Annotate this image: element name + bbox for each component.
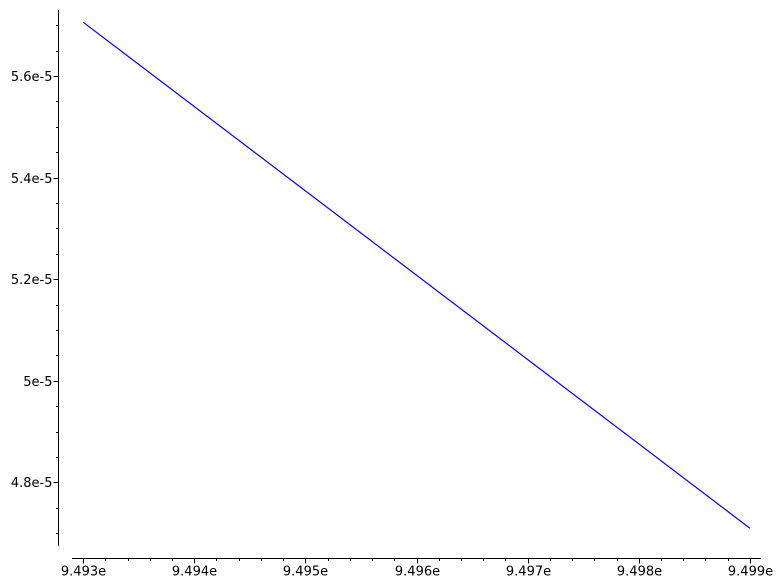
y-tick-label: 5.4e-5 — [11, 172, 53, 187]
x-tick-label: 9.495e — [283, 565, 328, 580]
series-line — [82, 21, 751, 529]
y-tick-label: 5.2e-5 — [11, 273, 53, 288]
series-group — [82, 21, 751, 529]
y-tick-label: 4.8e-5 — [11, 476, 53, 491]
x-tick-label: 9.498e — [617, 565, 662, 580]
x-tick-label: 9.493e — [61, 565, 106, 580]
x-tick-label: 9.494e — [172, 565, 217, 580]
y-tick-label: 5e-5 — [23, 375, 52, 390]
x-tick-label: 9.499e — [728, 565, 773, 580]
ticks: 9.493e 9.494e 9.495e 9.496e 9.497e 9.498e 9.49… — [11, 25, 773, 580]
x-tick-label: 9.497e — [506, 565, 551, 580]
y-tick-label: 5.6e-5 — [11, 70, 53, 85]
x-tick-label: 9.496e — [395, 565, 440, 580]
axes — [58, 10, 761, 559]
